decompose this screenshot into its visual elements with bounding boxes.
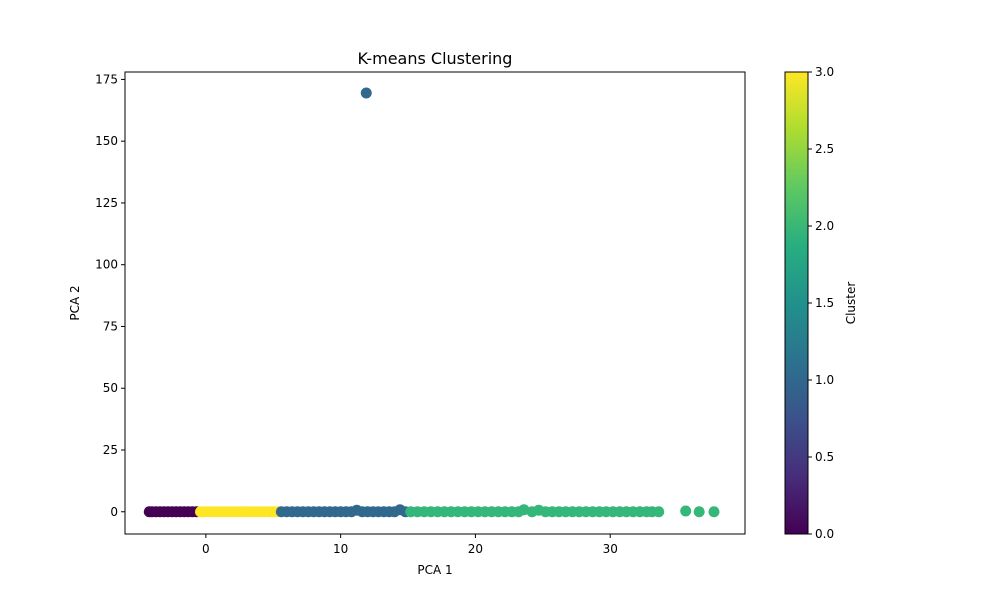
colorbar [784,71,809,535]
colorbar-tick-label: 1.0 [815,373,834,387]
colorbar-tick-label: 2.5 [815,142,834,156]
x-axis: 0 10 20 30 [202,534,618,556]
y-tick-label: 150 [95,134,118,148]
y-tick-label: 175 [95,72,118,86]
cluster-2-point [653,506,665,518]
y-tick-label: 50 [103,381,118,395]
y-tick-label: 125 [95,196,118,210]
y-tick-label: 75 [103,319,118,333]
colorbar-tick-label: 1.5 [815,296,834,310]
cluster-2-point [693,506,705,518]
colorbar-label: Cluster [844,282,858,325]
cluster-1-point [360,87,372,99]
points-layer [143,87,720,518]
colorbar-tick-label: 3.0 [815,65,834,79]
colorbar-tick-label: 0.5 [815,450,834,464]
y-tick-label: 100 [95,258,118,272]
x-tick-label: 30 [603,542,618,556]
cluster-2-point [708,506,720,518]
colorbar-axis: 0.0 0.5 1.0 1.5 2.0 2.5 3.0 [808,65,834,541]
x-tick-label: 0 [202,542,210,556]
colorbar-tick-label: 0.0 [815,527,834,541]
colorbar-tick-label: 2.0 [815,219,834,233]
chart-title: K-means Clustering [358,49,513,68]
x-tick-label: 20 [468,542,483,556]
y-tick-label: 0 [110,505,118,519]
x-tick-label: 10 [333,542,348,556]
y-tick-label: 25 [103,443,118,457]
cluster-2-point [680,505,692,517]
y-axis: 0 25 50 75 100 125 150 175 [95,72,125,519]
x-axis-label: PCA 1 [417,563,452,577]
y-axis-label: PCA 2 [68,285,82,320]
plot-frame [124,71,746,535]
